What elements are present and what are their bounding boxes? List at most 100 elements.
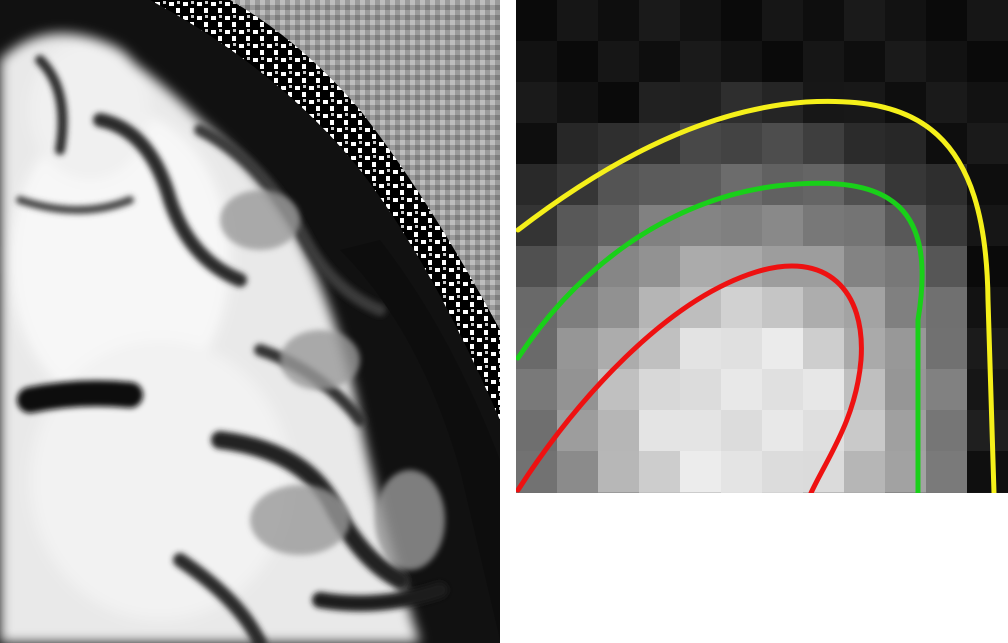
pixel-cell bbox=[721, 451, 762, 492]
zoomed-contour-panel bbox=[516, 0, 1008, 493]
pixel-cell bbox=[639, 246, 680, 287]
pixel-cell bbox=[721, 492, 762, 493]
pixel-cell bbox=[557, 41, 598, 82]
pixel-cell bbox=[598, 369, 639, 410]
pixel-cell bbox=[844, 0, 885, 41]
pixel-cell bbox=[844, 123, 885, 164]
pixel-cell bbox=[557, 451, 598, 492]
pixel-cell bbox=[803, 205, 844, 246]
pixel-cell bbox=[844, 451, 885, 492]
pixel-cell bbox=[844, 328, 885, 369]
pixel-cell bbox=[844, 205, 885, 246]
pixel-cell bbox=[680, 369, 721, 410]
pixel-cell bbox=[680, 410, 721, 451]
pixel-cell bbox=[639, 82, 680, 123]
pixel-cell bbox=[926, 205, 967, 246]
pixel-cell bbox=[721, 41, 762, 82]
pixel-cell bbox=[926, 492, 967, 493]
pixel-cell bbox=[680, 492, 721, 493]
pixel-cell bbox=[844, 410, 885, 451]
pixel-cell bbox=[639, 369, 680, 410]
pixel-cell bbox=[557, 123, 598, 164]
pixel-cell bbox=[885, 41, 926, 82]
pixel-cell bbox=[762, 369, 803, 410]
middle-contour bbox=[516, 180, 925, 493]
pixel-cell bbox=[598, 41, 639, 82]
pixel-cell bbox=[516, 41, 557, 82]
pixel-cell bbox=[967, 41, 1008, 82]
pixel-cell bbox=[721, 369, 762, 410]
pixel-cell bbox=[557, 287, 598, 328]
pixel-cell bbox=[598, 0, 639, 41]
pixel-cell bbox=[803, 369, 844, 410]
pixel-cell bbox=[762, 205, 803, 246]
pixel-cell bbox=[598, 492, 639, 493]
pixel-cell bbox=[557, 82, 598, 123]
pixel-cell bbox=[598, 451, 639, 492]
pixel-cell bbox=[967, 0, 1008, 41]
pixel-cell bbox=[762, 451, 803, 492]
pixel-cell bbox=[926, 246, 967, 287]
pixel-cell bbox=[926, 0, 967, 41]
pixel-cell bbox=[967, 369, 1008, 410]
pixel-cell bbox=[803, 41, 844, 82]
pixel-cell bbox=[639, 328, 680, 369]
pixel-cell bbox=[557, 246, 598, 287]
pixel-cell bbox=[721, 410, 762, 451]
pixel-cell bbox=[844, 246, 885, 287]
pixel-cell bbox=[926, 82, 967, 123]
pixel-cell bbox=[926, 410, 967, 451]
pixel-cell bbox=[762, 41, 803, 82]
pixel-cell bbox=[926, 41, 967, 82]
pixel-cell bbox=[926, 164, 967, 205]
zoomed-pixel-grid bbox=[516, 0, 1008, 493]
pixel-cell bbox=[721, 328, 762, 369]
pixel-cell bbox=[926, 287, 967, 328]
pixel-cell bbox=[885, 492, 926, 493]
pixel-cell bbox=[680, 451, 721, 492]
pixel-cell bbox=[557, 205, 598, 246]
pixel-cell bbox=[967, 492, 1008, 493]
pixel-cell bbox=[762, 492, 803, 493]
pixel-cell bbox=[762, 328, 803, 369]
pixel-cell bbox=[516, 123, 557, 164]
pixel-cell bbox=[721, 246, 762, 287]
pixel-cell bbox=[516, 164, 557, 205]
blank-area bbox=[516, 493, 1008, 643]
pixel-cell bbox=[844, 492, 885, 493]
pixel-cell bbox=[639, 410, 680, 451]
pixel-cell bbox=[967, 410, 1008, 451]
pixel-cell bbox=[598, 82, 639, 123]
pixel-cell bbox=[639, 164, 680, 205]
pixel-cell bbox=[885, 123, 926, 164]
pixel-cell bbox=[639, 451, 680, 492]
pixel-cell bbox=[885, 0, 926, 41]
pixel-cell bbox=[803, 492, 844, 493]
pixel-cell bbox=[967, 82, 1008, 123]
pixel-cell bbox=[967, 123, 1008, 164]
pixel-cell bbox=[639, 41, 680, 82]
inner-contour bbox=[516, 263, 864, 493]
pixel-cell bbox=[680, 328, 721, 369]
pixel-cell bbox=[721, 0, 762, 41]
pixel-cell bbox=[557, 410, 598, 451]
mri-slice-image bbox=[0, 0, 500, 643]
pixel-cell bbox=[639, 287, 680, 328]
pixel-cell bbox=[557, 328, 598, 369]
pixel-cell bbox=[557, 0, 598, 41]
pixel-cell bbox=[639, 0, 680, 41]
pixel-cell bbox=[803, 123, 844, 164]
pixel-cell bbox=[516, 0, 557, 41]
pixel-cell bbox=[762, 410, 803, 451]
pixel-cell bbox=[844, 41, 885, 82]
pixel-cell bbox=[516, 82, 557, 123]
pixel-cell bbox=[680, 0, 721, 41]
pixel-cell bbox=[803, 328, 844, 369]
pixel-cell bbox=[721, 205, 762, 246]
pixel-cell bbox=[516, 246, 557, 287]
pixel-cell bbox=[844, 287, 885, 328]
pixel-cell bbox=[516, 287, 557, 328]
pixel-cell bbox=[967, 451, 1008, 492]
pixel-cell bbox=[721, 287, 762, 328]
mri-slice-panel bbox=[0, 0, 500, 643]
